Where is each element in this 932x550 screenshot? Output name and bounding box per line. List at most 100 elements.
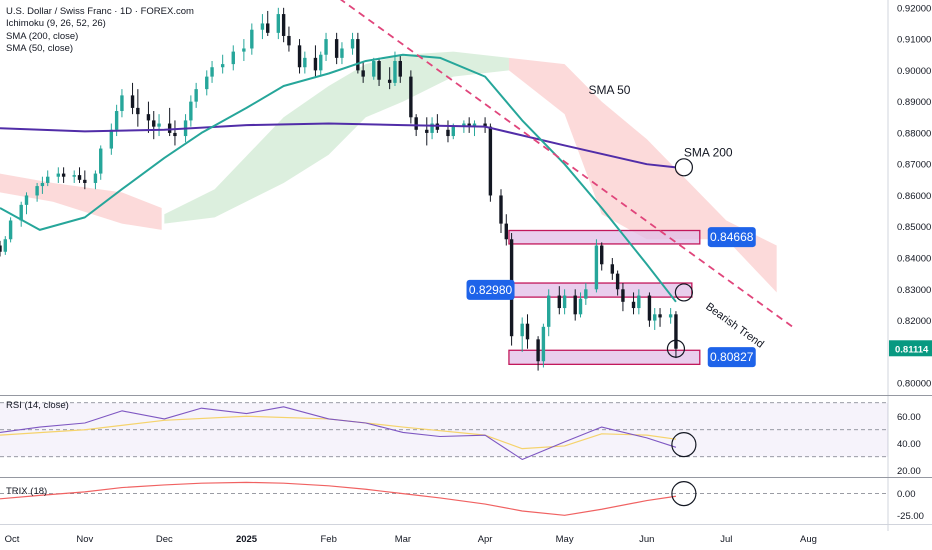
time-tick-label: Dec: [156, 534, 173, 545]
price-tick-label: 0.87000: [897, 160, 931, 171]
rsi-highlight-circle: [671, 432, 697, 458]
price-tick-label: 0.90000: [897, 66, 931, 77]
price-label-box: [707, 347, 756, 368]
trix-title: TRIX (18): [6, 486, 48, 497]
candle-body: [334, 39, 339, 58]
candle-body: [674, 314, 678, 349]
candle-body: [600, 245, 604, 265]
highlight-circle: [674, 158, 693, 177]
candle-body: [499, 195, 503, 224]
candle-body: [61, 173, 66, 177]
candle-body: [313, 57, 318, 71]
price-tick-label: 0.84000: [897, 254, 931, 265]
bearish-trend-line: [339, 0, 794, 328]
rsi-tick-label: 40.00: [897, 439, 921, 450]
candle-body: [414, 117, 418, 130]
last-price-marker: [889, 340, 932, 357]
rsi-tick-label: 60.00: [897, 412, 921, 423]
bearish-trend-label: Bearish Trend: [703, 301, 766, 351]
candle-body: [430, 123, 434, 133]
candle-body: [99, 148, 103, 174]
candle-body: [387, 79, 392, 83]
candle-body: [297, 45, 302, 68]
candle-body: [350, 39, 355, 49]
time-tick-label: Apr: [478, 534, 493, 545]
candle-body: [136, 107, 140, 115]
candle-body: [24, 195, 29, 205]
candle-body: [631, 301, 636, 309]
candle-body: [173, 132, 177, 137]
candle-body: [541, 326, 546, 362]
price-tick-label: 0.80000: [897, 379, 931, 390]
candle-body: [250, 29, 254, 49]
chart-legend: U.S. Dollar / Swiss Franc · 1D · FOREX.c…: [6, 6, 194, 56]
sma-annotation: SMA 200: [684, 145, 733, 159]
candle-body: [578, 298, 583, 315]
candle-body: [488, 126, 493, 196]
candle-body: [451, 126, 455, 137]
trix-highlight-circle: [671, 481, 697, 507]
support-resistance-zone: [508, 282, 693, 298]
candle-body: [536, 339, 540, 362]
candle-body: [573, 295, 577, 315]
time-tick-label: May: [556, 534, 574, 545]
rsi-tick-label: 20.00: [897, 466, 921, 477]
candle-body: [19, 204, 23, 221]
trix-tick-label: -25.00: [897, 511, 924, 522]
candle-body: [40, 182, 45, 187]
candle-body: [72, 175, 76, 177]
time-tick-label: Oct: [5, 534, 20, 545]
chart-title: U.S. Dollar / Swiss Franc · 1D · FOREX.c…: [6, 6, 194, 17]
candle-body: [109, 129, 114, 149]
price-label-text: 0.80827: [710, 350, 754, 364]
legend-sma50: SMA (50, close): [6, 43, 74, 55]
price-label-text: 0.82980: [469, 283, 513, 297]
candle-body: [324, 39, 328, 55]
time-tick-label: Aug: [800, 534, 817, 545]
candle-body: [356, 39, 360, 71]
time-tick-label: 2025: [236, 534, 258, 545]
candle-body: [483, 123, 487, 127]
ichimoku-cloud-bearish: [508, 57, 777, 293]
candle-body: [319, 54, 323, 71]
candle-body: [231, 51, 235, 65]
time-tick-label: Nov: [76, 534, 93, 545]
candle-body: [621, 289, 625, 302]
candle-body: [557, 295, 562, 309]
price-label-text: 0.84668: [710, 230, 754, 244]
time-tick-label: Jun: [639, 534, 654, 545]
candle-body: [303, 57, 307, 68]
candle-body: [56, 173, 61, 177]
sma200-line: [0, 122, 677, 169]
price-label-box: [466, 279, 515, 300]
candle-body: [205, 76, 209, 90]
price-tick-label: 0.89000: [897, 97, 931, 108]
candle-body: [194, 89, 198, 102]
candle-body: [462, 123, 466, 127]
trix-tick-label: 0.00: [897, 489, 916, 500]
rsi-title: RSI (14, close): [6, 400, 69, 411]
time-tick-label: Feb: [321, 534, 337, 545]
price-tick-label: 0.92000: [897, 3, 931, 14]
price-tick-label: 0.82000: [897, 316, 931, 327]
candle-body: [594, 245, 599, 290]
candle-body: [504, 223, 508, 240]
candle-body: [562, 295, 567, 309]
support-resistance-zone: [508, 229, 701, 245]
candle-body: [260, 23, 265, 30]
candle-body: [146, 114, 151, 121]
candle-body: [220, 64, 225, 68]
candle-body: [409, 76, 413, 118]
sma-annotation: SMA 50: [588, 83, 630, 97]
trix-line: [0, 481, 677, 516]
time-tick-label: Jul: [720, 534, 732, 545]
candle-body: [152, 120, 156, 127]
candle-body: [467, 123, 471, 127]
candle-body: [242, 48, 246, 52]
candle-body: [167, 123, 172, 133]
candle-body: [8, 220, 13, 240]
candle-body: [372, 60, 376, 77]
price-tick-label: 0.83000: [897, 285, 931, 296]
rsi-ma-line: [0, 415, 677, 450]
candle-body: [35, 186, 39, 196]
